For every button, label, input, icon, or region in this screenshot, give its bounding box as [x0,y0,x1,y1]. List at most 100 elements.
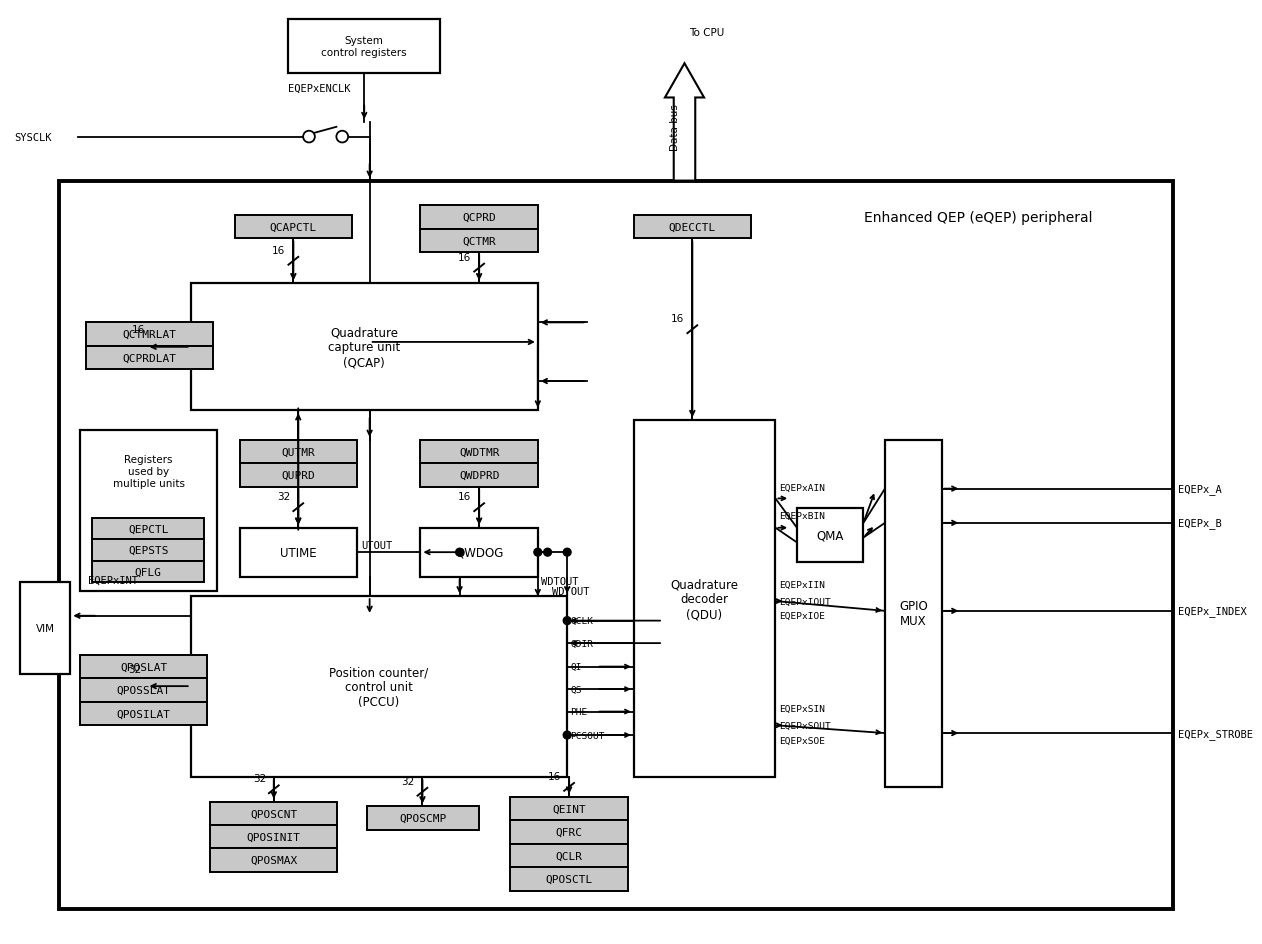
Text: Position counter/
control unit
(PCCU): Position counter/ control unit (PCCU) [329,666,429,708]
Circle shape [303,131,314,143]
Bar [510,820,627,844]
Text: QCTMRLAT: QCTMRLAT [122,329,177,340]
Bar [634,421,775,777]
Text: QPOSCMP: QPOSCMP [399,814,447,823]
Bar [885,440,941,787]
Bar [240,464,357,487]
Bar [191,284,538,411]
Circle shape [544,548,551,557]
Text: QFLG: QFLG [135,567,162,577]
Text: EQEPx_A: EQEPx_A [1179,483,1222,495]
Text: UTIME: UTIME [280,546,317,559]
Bar [92,518,204,540]
Text: 16: 16 [671,314,684,324]
Text: QPOSCTL: QPOSCTL [545,874,593,884]
Text: Enhanced QEP (eQEP) peripheral: Enhanced QEP (eQEP) peripheral [863,211,1092,225]
Text: EQEPxIOE: EQEPxIOE [780,612,825,620]
Text: QPOSINIT: QPOSINIT [247,832,300,842]
Text: QPOSCNT: QPOSCNT [250,808,298,818]
Text: WDTOUT: WDTOUT [540,577,578,587]
FancyArrow shape [665,64,704,181]
Text: QPOSMAX: QPOSMAX [250,855,298,866]
Text: Quadrature
capture unit
(QCAP): Quadrature capture unit (QCAP) [328,326,400,369]
Text: 16: 16 [131,325,145,335]
Text: QI: QI [570,663,582,671]
Bar [420,464,538,487]
Text: QPOSILAT: QPOSILAT [117,709,170,718]
Text: EQEPxAIN: EQEPxAIN [780,483,825,492]
Text: 32: 32 [401,776,415,786]
Bar [420,229,538,253]
Text: QPOSSLAT: QPOSSLAT [117,685,170,696]
Text: 32: 32 [129,665,141,675]
Bar [58,181,1174,909]
Bar [86,346,213,370]
Bar [235,215,352,239]
Text: System
control registers: System control registers [322,36,408,58]
Bar [81,679,207,702]
Text: QDIR: QDIR [570,639,593,648]
Text: 32: 32 [252,774,266,784]
Bar [92,562,204,582]
Text: QDECCTL: QDECCTL [669,223,716,232]
Bar [240,528,357,577]
Circle shape [563,617,572,625]
Text: QUTMR: QUTMR [281,447,316,457]
Text: EQEPxIOUT: EQEPxIOUT [780,597,832,606]
Text: QS: QS [570,684,582,694]
Text: EQEPx_B: EQEPx_B [1179,518,1222,529]
Text: 16: 16 [273,245,285,256]
Bar [81,655,207,679]
Text: SYSCLK: SYSCLK [15,132,52,143]
Text: QEPSTS: QEPSTS [127,546,168,556]
Text: QEPCTL: QEPCTL [127,524,168,534]
Text: EQEPxENCLK: EQEPxENCLK [289,84,351,93]
Text: QWDTMR: QWDTMR [459,447,500,457]
Bar [634,215,751,239]
Bar [420,528,538,577]
Text: EQEPx_INDEX: EQEPx_INDEX [1179,606,1247,616]
Text: 16: 16 [548,771,562,782]
Text: WDTOUT: WDTOUT [553,587,589,597]
Text: QCTMR: QCTMR [462,236,496,246]
Bar [420,206,538,229]
Text: PCSOUT: PCSOUT [570,731,604,740]
Text: EQEPxSOE: EQEPxSOE [780,736,825,746]
Bar [289,20,440,74]
Bar [81,430,217,592]
Bar [510,797,627,820]
Text: EQEPxBIN: EQEPxBIN [780,512,825,520]
Text: EQEPxIIN: EQEPxIIN [780,581,825,589]
Text: VIM: VIM [35,623,54,633]
Circle shape [534,548,541,557]
Circle shape [337,131,348,143]
Text: 16: 16 [458,492,471,502]
Text: QCPRD: QCPRD [462,212,496,223]
Text: QCAPCTL: QCAPCTL [270,223,317,232]
Bar [510,868,627,890]
Text: QUPRD: QUPRD [281,470,316,480]
Bar [92,540,204,562]
Bar [19,582,71,675]
Text: QEINT: QEINT [553,803,586,814]
Bar [211,849,337,872]
Text: EQEPxSIN: EQEPxSIN [780,704,825,714]
Text: QCPRDLAT: QCPRDLAT [122,353,177,363]
Circle shape [563,732,572,739]
Text: QPOSLAT: QPOSLAT [120,662,168,672]
Text: QCLR: QCLR [555,851,583,860]
Text: PHE: PHE [570,707,587,716]
Bar [86,323,213,346]
Bar [211,801,337,825]
Bar [367,806,480,830]
Text: To CPU: To CPU [689,28,724,38]
Bar [240,440,357,464]
Bar [191,597,567,777]
Text: QWDPRD: QWDPRD [459,470,500,480]
Text: EQEPxINT: EQEPxINT [88,575,138,585]
Text: Quadrature
decoder
(QDU): Quadrature decoder (QDU) [670,578,738,620]
Bar [510,844,627,868]
Bar [211,825,337,849]
Text: GPIO
MUX: GPIO MUX [899,599,928,628]
Text: 16: 16 [458,252,471,262]
